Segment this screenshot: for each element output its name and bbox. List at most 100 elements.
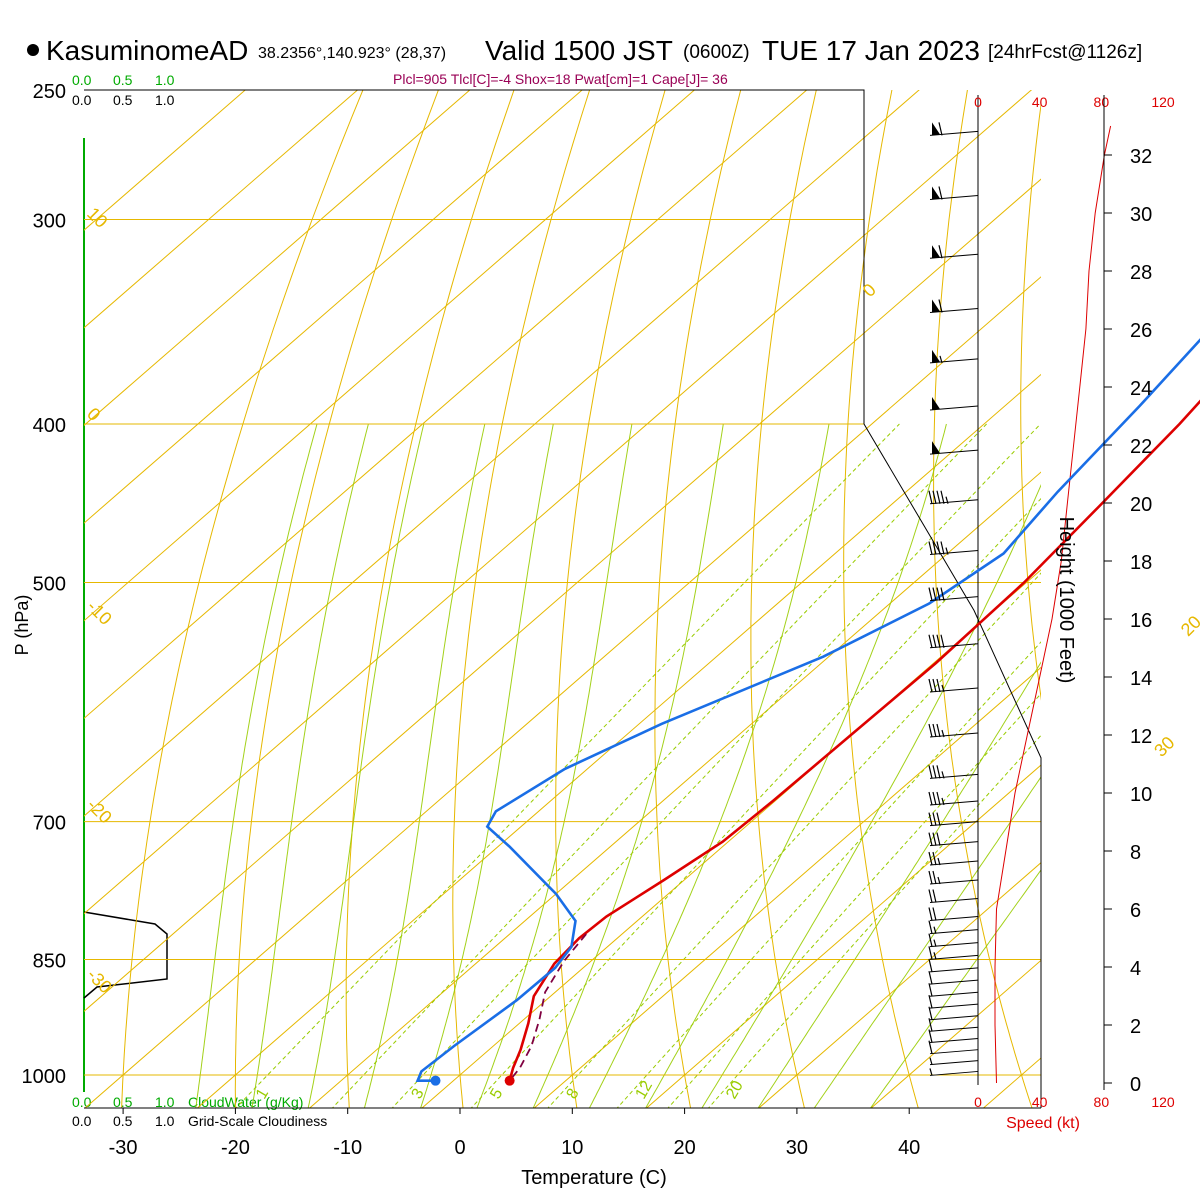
cloudwater-tick-bottom: 1.0 bbox=[155, 1094, 175, 1110]
dry-adiabat-line bbox=[452, 90, 591, 1108]
dry-adiabat-line bbox=[843, 90, 919, 1108]
cloudiness-profile bbox=[83, 911, 168, 999]
wind-barb-staff bbox=[929, 405, 979, 411]
valid-date: TUE 17 Jan 2023 bbox=[762, 35, 980, 66]
cloudwater-tick-top: 0.5 bbox=[113, 72, 133, 88]
isotherm-line bbox=[84, 90, 1033, 915]
mixing-ratio-line bbox=[707, 734, 1041, 1108]
wind-barb-flag bbox=[928, 946, 933, 960]
isotherm-label: -20 bbox=[83, 795, 116, 828]
cloudwater-tick-top: 1.0 bbox=[155, 72, 175, 88]
height-tick-label: 20 bbox=[1130, 494, 1152, 516]
wind-barb-staff bbox=[929, 194, 979, 200]
plot-boundary bbox=[84, 89, 1042, 1108]
cloudiness-tick-bottom: 1.0 bbox=[155, 1113, 175, 1129]
wind-barb bbox=[929, 349, 979, 364]
wind-barb-staff bbox=[929, 550, 979, 556]
wind-barb-flag bbox=[928, 634, 933, 648]
wind-barb bbox=[928, 832, 979, 847]
wind-barb-half-flag bbox=[933, 926, 937, 934]
wind-barb-flag bbox=[936, 541, 941, 555]
wind-barb bbox=[928, 1018, 979, 1032]
wind-barb bbox=[928, 812, 979, 827]
height-tick-label: 6 bbox=[1130, 900, 1141, 922]
wind-barb-flag bbox=[932, 791, 937, 806]
height-tick-label: 14 bbox=[1130, 668, 1152, 690]
wind-barb-flag bbox=[940, 541, 945, 555]
stability-indices: Plcl=905 Tlcl[C]=-4 Shox=18 Pwat[cm]=1 C… bbox=[393, 71, 728, 87]
moist-adiabat-line bbox=[476, 423, 633, 1108]
wind-barb-staff bbox=[929, 967, 979, 973]
mixing-ratio-label: 5 bbox=[487, 1086, 506, 1102]
wind-barb bbox=[928, 1040, 979, 1055]
wind-barb-flag bbox=[928, 958, 933, 972]
moist-adiabat-line bbox=[532, 423, 724, 1108]
mixing-ratio-line bbox=[331, 423, 987, 1108]
isotherm-line bbox=[421, 569, 1041, 1108]
isotherm-line bbox=[84, 178, 1041, 1012]
wind-barb bbox=[928, 907, 979, 921]
wind-barb-staff bbox=[929, 499, 979, 505]
thermo-grid bbox=[84, 90, 1041, 1108]
temperature-tick-label: 30 bbox=[786, 1137, 808, 1159]
speed-tick-top: 120 bbox=[1151, 94, 1175, 110]
mixing-ratio-label: 20 bbox=[723, 1078, 747, 1102]
wind-barb bbox=[928, 791, 979, 806]
mixing-ratio-label: 8 bbox=[564, 1086, 583, 1102]
wind-barb bbox=[929, 1068, 979, 1076]
wind-barb-staff bbox=[929, 841, 979, 847]
wind-barb-pennant bbox=[932, 396, 940, 410]
wind-barb-staff bbox=[929, 897, 979, 903]
y-axis-label: P (hPa) bbox=[12, 595, 32, 656]
moist-adiabat-line bbox=[195, 423, 318, 1108]
isotherm-line bbox=[84, 276, 1041, 1108]
wind-barb bbox=[928, 723, 979, 738]
wind-barb bbox=[929, 299, 979, 313]
temperature-profile bbox=[508, 399, 1200, 1082]
speed-tick-bottom: 80 bbox=[1094, 1094, 1110, 1110]
cloud-axis: 0.0 0.5 1.0 0.0 0.5 1.0 0.0 0.5 1.0 Clou… bbox=[72, 72, 327, 1129]
wind-barb-staff bbox=[929, 1060, 979, 1066]
wind-barb-flag bbox=[932, 723, 937, 738]
wind-barb-flag bbox=[928, 541, 933, 555]
wind-barb-flag bbox=[928, 970, 933, 985]
wind-barb-staff bbox=[929, 449, 979, 455]
station-name: KasuminomeAD bbox=[46, 35, 248, 66]
wind-barb bbox=[928, 983, 979, 997]
dry-adiabat-line bbox=[1020, 101, 1041, 701]
cloudiness-tick-top: 0.5 bbox=[113, 92, 133, 108]
wind-barb-staff bbox=[929, 1003, 979, 1009]
wind-barb-flag bbox=[928, 889, 933, 903]
wind-barb-staff bbox=[929, 732, 979, 738]
wind-barb bbox=[928, 490, 979, 505]
mixing-ratio-label: 12 bbox=[632, 1078, 656, 1102]
height-tick-label: 30 bbox=[1130, 204, 1152, 226]
wind-barb-half-flag bbox=[941, 729, 945, 738]
wind-barb-half-flag bbox=[933, 952, 937, 960]
height-tick-label: 4 bbox=[1130, 958, 1141, 980]
wind-barb-flag bbox=[936, 812, 941, 826]
speed-tick-bottom: 120 bbox=[1151, 1094, 1175, 1110]
cloudiness-tick-bottom: 0.5 bbox=[113, 1113, 133, 1129]
wind-barb-staff bbox=[929, 1015, 979, 1021]
wind-barb bbox=[929, 186, 979, 200]
wind-barb bbox=[928, 1029, 979, 1044]
mixing-ratio-line bbox=[391, 423, 1041, 1108]
chart-header: KasuminomeAD 38.2356°,140.923° (28,37) V… bbox=[27, 35, 1142, 87]
wind-barb-flag bbox=[928, 907, 933, 921]
dry-adiabat-line bbox=[121, 90, 364, 1108]
wind-barb-flag bbox=[936, 634, 941, 648]
wind-barb-staff bbox=[929, 860, 979, 866]
moist-adiabat-line bbox=[757, 661, 1041, 1108]
wind-barb-flag bbox=[928, 870, 933, 885]
wind-barb-flag bbox=[940, 490, 945, 504]
wind-barb-staff bbox=[929, 821, 979, 827]
wind-barb-flag bbox=[932, 490, 937, 504]
wind-barb-flag bbox=[928, 983, 933, 997]
wind-barb bbox=[929, 441, 979, 455]
isotherm-label: 20 bbox=[1177, 612, 1200, 640]
wind-barb-staff bbox=[929, 800, 979, 806]
wind-barb-flag bbox=[932, 907, 937, 921]
wind-barb-staff bbox=[929, 358, 979, 364]
